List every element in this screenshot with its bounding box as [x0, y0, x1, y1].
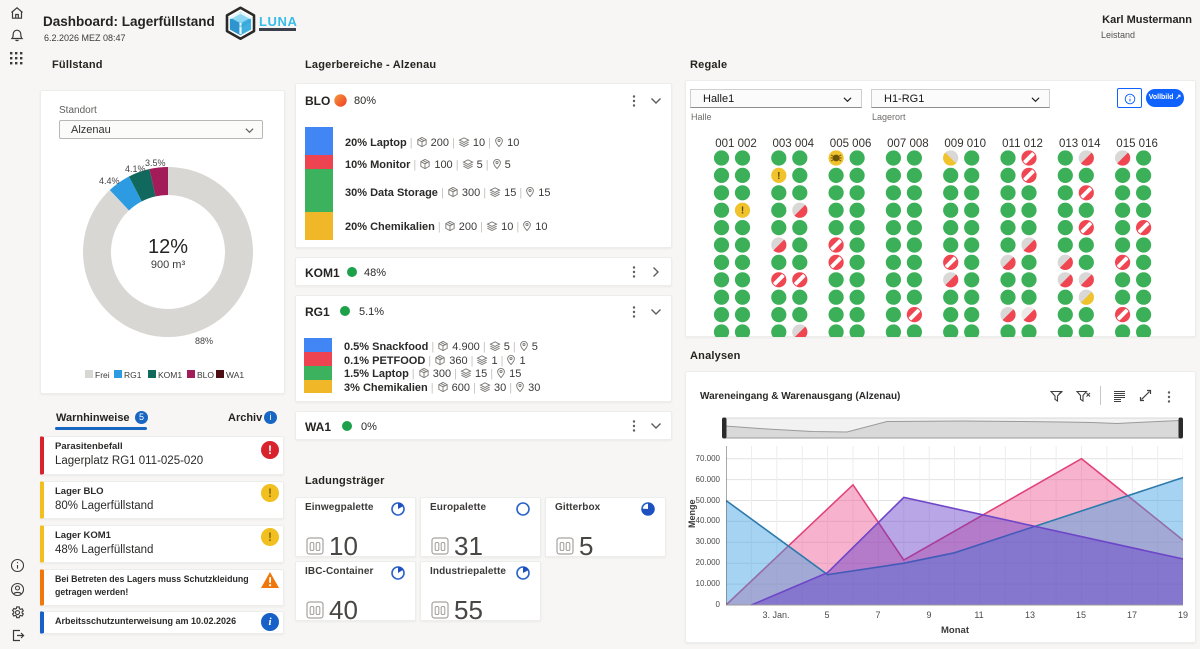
svg-text:007 008: 007 008: [887, 138, 929, 150]
svg-text:009 010: 009 010: [944, 138, 986, 150]
svg-text:001 002: 001 002: [715, 138, 757, 150]
svg-text:015 016: 015 016: [1116, 138, 1158, 150]
svg-text:003 004: 003 004: [773, 138, 815, 150]
svg-text:005 006: 005 006: [830, 138, 872, 150]
svg-text:011 012: 011 012: [1002, 138, 1043, 150]
svg-text:!: !: [741, 206, 744, 217]
svg-text:!: !: [777, 171, 780, 182]
svg-text:013 014: 013 014: [1059, 138, 1101, 150]
